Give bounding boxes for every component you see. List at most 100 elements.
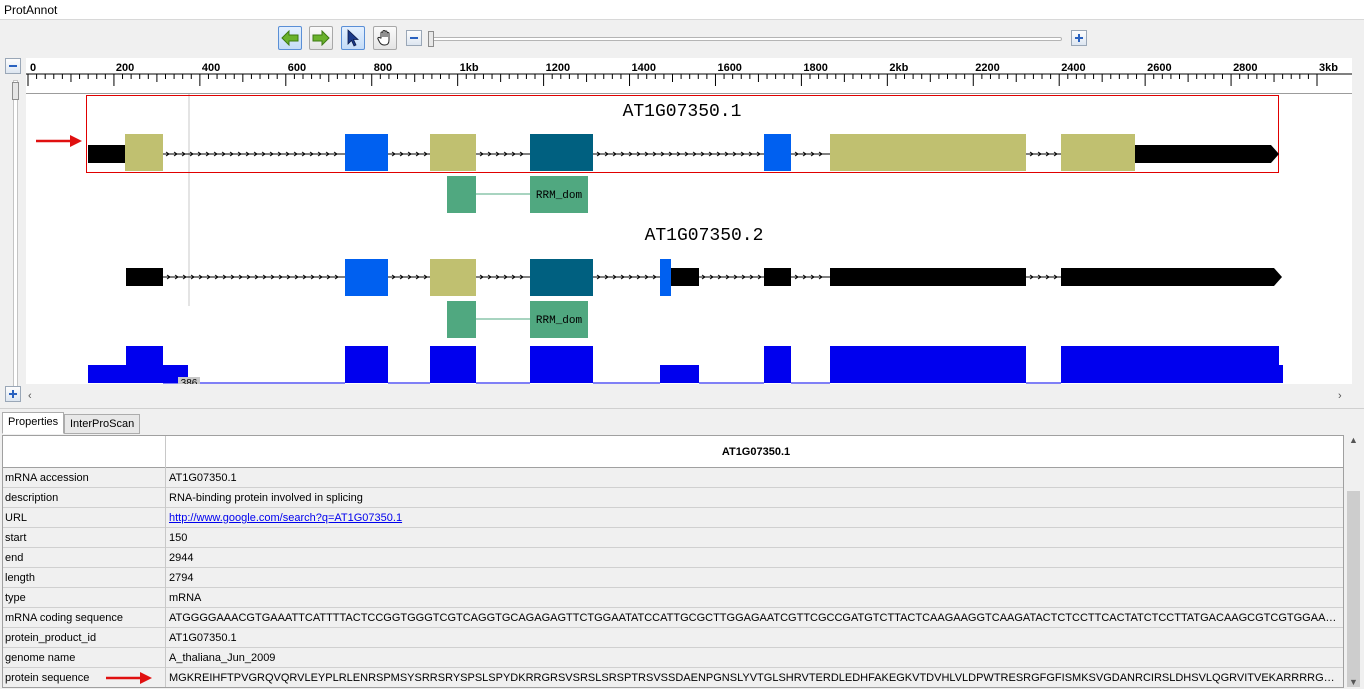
intron-arrow xyxy=(415,274,420,280)
genome-viewer: 0 200 400 600 800 1kb 1200 1400 1600 1800 2kb 2200 2… xyxy=(0,54,1364,408)
intron-arrow xyxy=(1037,151,1042,157)
vertical-zoom-out-button[interactable] xyxy=(5,58,21,74)
property-key: mRNA coding sequence xyxy=(3,608,166,628)
utr-block[interactable] xyxy=(764,268,791,286)
intron-arrow xyxy=(333,151,338,157)
forward-button[interactable] xyxy=(309,26,333,50)
scroll-down-icon[interactable]: ▼ xyxy=(1349,677,1358,687)
property-value: 2794 xyxy=(169,572,194,584)
exon-block[interactable] xyxy=(430,134,476,171)
tab-properties[interactable]: Properties xyxy=(2,412,65,434)
annotation-arrow-icon xyxy=(36,135,82,147)
zoom-in-button[interactable] xyxy=(1071,30,1087,46)
ruler-tick-label: 1kb xyxy=(460,62,479,74)
property-value: AT1G07350.1 xyxy=(169,472,237,484)
intron-arrow xyxy=(237,151,242,157)
intron-arrow xyxy=(644,151,649,157)
zoom-slider-track[interactable] xyxy=(428,37,1062,41)
table-row: genome name A_thaliana_Jun_2009 xyxy=(3,648,1343,668)
exon-block[interactable] xyxy=(530,134,593,171)
vertical-zoom-slider-thumb[interactable] xyxy=(12,82,19,100)
intron-arrow xyxy=(596,274,601,280)
ruler-tick-label: 1800 xyxy=(803,62,827,74)
header-title: AT1G07350.1 xyxy=(721,446,791,458)
transcript-tracks[interactable]: AT1G07350.1 RRM_dom AT1G07350.2 RRM_dom 386 xyxy=(26,94,1352,384)
intron-arrow xyxy=(391,151,396,157)
protein-domain-block[interactable] xyxy=(530,176,588,213)
intron-arrow xyxy=(818,274,823,280)
intron-arrow xyxy=(206,274,211,280)
protein-domain-block[interactable] xyxy=(447,176,476,213)
exon-block[interactable] xyxy=(125,134,163,171)
intron-arrow xyxy=(213,151,218,157)
domain-label: RRM_dom xyxy=(536,190,583,202)
window-title: ProtAnnot xyxy=(4,3,58,17)
intron-arrow xyxy=(165,151,170,157)
annotation-arrow-icon xyxy=(106,672,152,684)
intron-arrow xyxy=(277,151,282,157)
protein-domain-block[interactable] xyxy=(530,301,588,338)
coverage-bar xyxy=(345,346,388,383)
intron-arrow xyxy=(205,151,210,157)
utr-block[interactable] xyxy=(1061,268,1282,286)
coverage-bar xyxy=(660,365,699,383)
scroll-up-icon[interactable]: ▲ xyxy=(1349,435,1358,445)
table-row: mRNA accession AT1G07350.1 xyxy=(3,468,1343,488)
vertical-zoom-slider-track[interactable] xyxy=(13,80,18,390)
property-key: length xyxy=(3,568,166,588)
scroll-right-icon[interactable]: › xyxy=(1338,390,1342,402)
property-url-link[interactable]: http://www.google.com/search?q=AT1G07350… xyxy=(169,512,403,524)
ruler-tick-label: 2600 xyxy=(1147,62,1171,74)
intron-arrow xyxy=(724,151,729,157)
intron-arrow xyxy=(487,274,492,280)
protein-domain-block[interactable] xyxy=(447,301,476,338)
minus-icon xyxy=(9,65,17,67)
select-tool-button[interactable] xyxy=(341,26,365,50)
transcript-label: AT1G07350.1 xyxy=(623,102,742,122)
vertical-zoom-in-button[interactable] xyxy=(5,386,21,402)
exon-block[interactable] xyxy=(1061,134,1135,171)
exon-block[interactable] xyxy=(764,134,791,171)
exon-block[interactable] xyxy=(530,259,593,296)
intron-arrow xyxy=(253,151,258,157)
properties-vertical-scrollbar[interactable]: ▲ ▼ xyxy=(1345,435,1362,688)
scrollbar-thumb[interactable] xyxy=(1347,491,1360,687)
intron-arrow xyxy=(286,274,291,280)
exon-block[interactable] xyxy=(660,259,671,296)
coverage-bar xyxy=(530,346,593,383)
vertical-zoom-control xyxy=(4,54,24,404)
pan-tool-button[interactable] xyxy=(373,26,397,50)
window-titlebar: ProtAnnot xyxy=(0,0,1364,20)
table-row: protein sequence MGKREIHFTPVGRQVQRVLEYPLR… xyxy=(3,668,1343,687)
intron-arrow xyxy=(479,151,484,157)
exon-block[interactable] xyxy=(345,134,388,171)
intron-arrow xyxy=(519,274,524,280)
exon-block[interactable] xyxy=(830,134,1026,171)
intron-arrow xyxy=(407,274,412,280)
intron-arrow xyxy=(174,274,179,280)
zoom-slider-thumb[interactable] xyxy=(428,31,434,47)
back-button[interactable] xyxy=(278,26,302,50)
ruler-tick-label: 200 xyxy=(116,62,134,74)
intron-arrow xyxy=(628,151,633,157)
exon-block[interactable] xyxy=(345,259,388,296)
tab-interproscan[interactable]: InterProScan xyxy=(64,414,141,434)
utr-block[interactable] xyxy=(126,268,163,286)
intron-arrow xyxy=(269,151,274,157)
intron-arrow xyxy=(810,274,815,280)
table-row: URL http://www.google.com/search?q=AT1G07… xyxy=(3,508,1343,528)
utr-block[interactable] xyxy=(671,268,699,286)
utr-block[interactable] xyxy=(88,145,126,163)
intron-arrow xyxy=(198,274,203,280)
utr-block[interactable] xyxy=(1135,145,1279,163)
scroll-left-icon[interactable]: ‹ xyxy=(28,390,32,402)
table-row: length 2794 xyxy=(3,568,1343,588)
utr-block[interactable] xyxy=(830,268,1026,286)
exon-block[interactable] xyxy=(430,259,476,296)
intron-arrow xyxy=(487,151,492,157)
zoom-out-button[interactable] xyxy=(406,30,422,46)
property-value: ATGGGGAAACGTGAAATTCATTTTACTCCGGTGGGTCGTC… xyxy=(169,612,1343,624)
horizontal-scrollbar[interactable]: ‹ › xyxy=(26,390,1352,404)
intron-arrow xyxy=(391,274,396,280)
ruler-tick-label: 2400 xyxy=(1061,62,1085,74)
